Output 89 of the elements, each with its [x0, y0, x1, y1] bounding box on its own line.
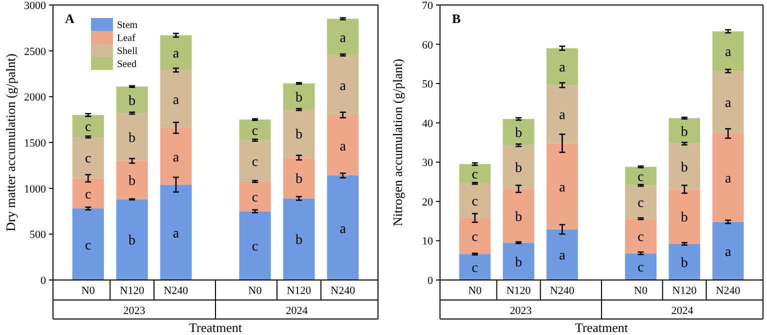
text: B — [452, 11, 461, 26]
data-label: b — [680, 256, 688, 271]
y-tick-label: 40 — [422, 118, 434, 130]
x-tick-label: N120 — [672, 285, 698, 297]
data-label: b — [128, 131, 136, 146]
data-label: c — [85, 238, 92, 254]
data-label: b — [680, 124, 688, 140]
data-label: c — [85, 187, 92, 202]
data-label: a — [559, 108, 566, 124]
legend-label: Shell — [117, 46, 138, 57]
data-label: a — [340, 78, 347, 94]
text: A — [65, 11, 75, 26]
x-axis-title: Treatment — [189, 320, 242, 335]
data-label: b — [128, 94, 136, 109]
data-label: c — [638, 170, 644, 186]
y-axis-title: Dry matter accumulation (g/palnt) — [3, 54, 18, 232]
data-label: c — [638, 260, 644, 276]
legend-label: Stem — [117, 20, 138, 31]
data-label: c — [252, 154, 258, 170]
data-label: b — [680, 210, 688, 226]
x-axis-title: Treatment — [575, 320, 628, 335]
y-tick-label: 10 — [422, 236, 434, 248]
data-label: c — [472, 230, 478, 245]
y-tick-label: 60 — [422, 39, 434, 52]
data-label: b — [680, 160, 688, 176]
text: 2024 — [671, 305, 694, 317]
data-label: b — [515, 161, 522, 176]
data-label: c — [85, 120, 92, 135]
y-tick-label: 1000 — [24, 183, 46, 196]
legend-label: Leaf — [117, 33, 136, 44]
x-tick-label: N240 — [164, 285, 189, 297]
text: 2023 — [510, 305, 532, 317]
data-label: c — [472, 261, 478, 276]
data-label: c — [252, 124, 258, 139]
x-tick-label: N0 — [634, 285, 648, 297]
data-label: a — [172, 92, 180, 108]
y-tick-label: 0 — [40, 275, 46, 287]
y-tick-label: 70 — [422, 0, 434, 12]
y-tick-label: 2000 — [24, 92, 46, 104]
y-tick-label: 50 — [422, 78, 434, 91]
data-label: a — [724, 244, 732, 260]
data-label: c — [252, 190, 258, 206]
data-label: a — [559, 180, 566, 196]
data-label: c — [252, 240, 258, 255]
x-tick-label: N120 — [286, 285, 312, 297]
data-label: a — [724, 96, 732, 112]
data-label: a — [724, 45, 732, 60]
x-tick-label: N120 — [120, 285, 145, 297]
data-label: b — [515, 210, 522, 225]
x-tick-label: N240 — [716, 285, 741, 297]
data-label: a — [724, 172, 732, 187]
data-label: a — [340, 222, 347, 237]
data-label: c — [472, 194, 478, 210]
data-label: b — [128, 234, 136, 249]
text: 2024 — [286, 305, 308, 317]
data-label: a — [559, 60, 566, 76]
y-tick-label: 500 — [30, 229, 46, 242]
y-tick-label: 20 — [422, 196, 434, 208]
x-tick-label: N0 — [468, 285, 482, 297]
data-label: b — [295, 172, 302, 188]
data-label: b — [295, 128, 302, 143]
y-tick-label: 2500 — [24, 46, 46, 58]
data-label: c — [638, 196, 644, 212]
x-tick-label: N240 — [550, 285, 575, 297]
data-label: a — [172, 150, 180, 166]
y-axis-title: Nitrogen accumulation (g/plant) — [390, 58, 405, 226]
data-label: a — [172, 46, 180, 62]
data-label: c — [638, 230, 644, 245]
y-tick-label: 1500 — [24, 138, 46, 150]
data-label: b — [515, 255, 522, 270]
data-label: b — [128, 174, 136, 190]
x-tick-label: N120 — [506, 285, 532, 297]
data-label: b — [515, 126, 522, 142]
data-label: a — [559, 248, 566, 264]
y-tick-label: 0 — [428, 275, 434, 287]
y-tick-label: 3000 — [24, 0, 46, 12]
data-label: a — [172, 226, 180, 242]
data-label: c — [472, 168, 478, 183]
data-label: a — [340, 139, 347, 154]
legend-label: Seed — [117, 59, 136, 70]
data-label: c — [85, 152, 92, 167]
x-tick-label: N0 — [248, 285, 262, 297]
x-tick-label: N240 — [330, 285, 356, 297]
data-label: b — [295, 90, 302, 106]
data-label: a — [340, 30, 347, 46]
text: 2023 — [123, 305, 146, 317]
y-tick-label: 30 — [422, 157, 434, 170]
x-tick-label: N0 — [81, 285, 96, 297]
data-label: b — [295, 233, 302, 248]
